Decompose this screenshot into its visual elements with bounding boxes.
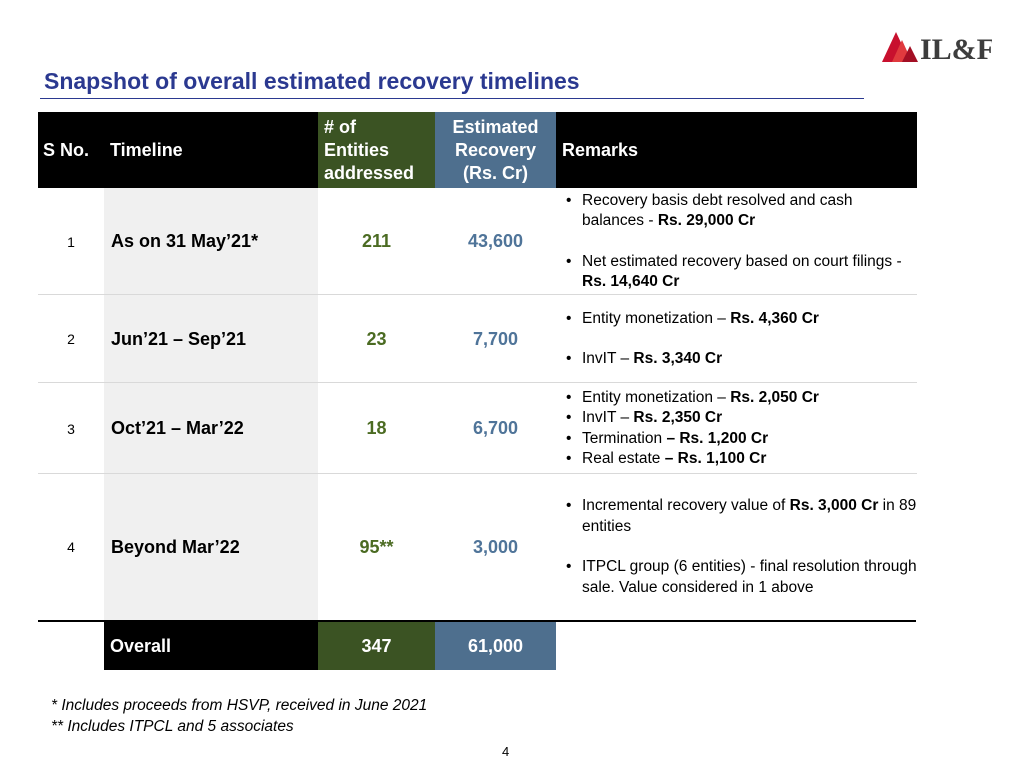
remark-item: InvIT – Rs. 2,350 Cr bbox=[564, 408, 917, 429]
footnote: * Includes proceeds from HSVP, received … bbox=[51, 697, 428, 714]
row-4-timeline: Beyond Mar’22 bbox=[111, 536, 240, 557]
row-3-remarks: Entity monetization – Rs. 2,050 Cr InvIT… bbox=[556, 383, 917, 474]
remark-item: ITPCL group (6 entities) - final resolut… bbox=[564, 557, 917, 598]
remark-item: Net estimated recovery based on court fi… bbox=[564, 252, 917, 293]
footnote: ** Includes ITPCL and 5 associates bbox=[51, 718, 294, 735]
ilfs-logo: IL&FS bbox=[880, 26, 1012, 66]
row-3-sno: 3 bbox=[67, 420, 75, 437]
header-remarks: Remarks bbox=[556, 112, 917, 188]
overall-label: Overall bbox=[104, 622, 318, 670]
row-1-remarks: Recovery basis debt resolved and cash ba… bbox=[556, 188, 917, 295]
header-recovery-line1: Estimated bbox=[452, 116, 539, 137]
remark-item: Termination – Rs. 1,200 Cr bbox=[564, 429, 917, 450]
remark-item: Entity monetization – Rs. 2,050 Cr bbox=[564, 388, 917, 409]
header-entities-line2: Entities bbox=[324, 139, 390, 160]
row-2-entities: 23 bbox=[366, 328, 387, 349]
remark-item: Real estate – Rs. 1,100 Cr bbox=[564, 449, 917, 470]
row-1-sno: 1 bbox=[67, 233, 75, 250]
header-recovery: Estimated Recovery (Rs. Cr) bbox=[435, 112, 556, 188]
row-4-sno: 4 bbox=[67, 539, 75, 555]
page-title: Snapshot of overall estimated recovery t… bbox=[44, 68, 580, 94]
remark-item: Incremental recovery value of Rs. 3,000 … bbox=[564, 496, 917, 537]
row-3-entities: 18 bbox=[366, 418, 387, 438]
row-3-timeline: Oct’21 – Mar’22 bbox=[111, 418, 244, 438]
table-bottom-rule bbox=[38, 620, 916, 622]
remark-item: InvIT – Rs. 3,340 Cr bbox=[564, 349, 917, 370]
row-3-recovery: 6,700 bbox=[472, 418, 519, 438]
overall-recovery: 61,000 bbox=[435, 622, 556, 670]
header-sno: S No. bbox=[38, 112, 104, 188]
row-2-timeline: Jun’21 – Sep’21 bbox=[111, 328, 247, 349]
row-4-remarks: Incremental recovery value of Rs. 3,000 … bbox=[556, 474, 917, 620]
header-timeline: Timeline bbox=[104, 112, 318, 188]
header-entities-line1: # of bbox=[324, 116, 357, 137]
row-divider bbox=[38, 382, 917, 383]
overall-entities: 347 bbox=[318, 622, 435, 670]
page-number: 4 bbox=[502, 744, 510, 759]
remark-item: Entity monetization – Rs. 4,360 Cr bbox=[564, 309, 917, 330]
header-recovery-line2: Recovery bbox=[454, 139, 537, 160]
header-entities: # of Entities addressed bbox=[318, 112, 435, 188]
row-2-recovery: 7,700 bbox=[472, 328, 519, 349]
title-underline bbox=[40, 98, 864, 99]
remark-item: Recovery basis debt resolved and cash ba… bbox=[564, 191, 917, 232]
row-divider bbox=[38, 473, 917, 474]
row-2-sno: 2 bbox=[67, 331, 75, 347]
row-4-recovery: 3,000 bbox=[472, 536, 519, 557]
row-1-timeline: As on 31 May’21* bbox=[111, 231, 259, 251]
row-1-entities: 211 bbox=[361, 231, 392, 251]
header-recovery-line3: (Rs. Cr) bbox=[462, 162, 528, 183]
timeline-column-bg bbox=[104, 188, 318, 620]
row-4-entities: 95** bbox=[359, 536, 394, 557]
row-2-remarks: Entity monetization – Rs. 4,360 Cr InvIT… bbox=[556, 295, 917, 383]
row-divider bbox=[38, 294, 917, 295]
row-1-recovery: 43,600 bbox=[467, 231, 524, 251]
svg-text:IL&FS: IL&FS bbox=[920, 33, 992, 66]
header-entities-line3: addressed bbox=[324, 162, 415, 183]
